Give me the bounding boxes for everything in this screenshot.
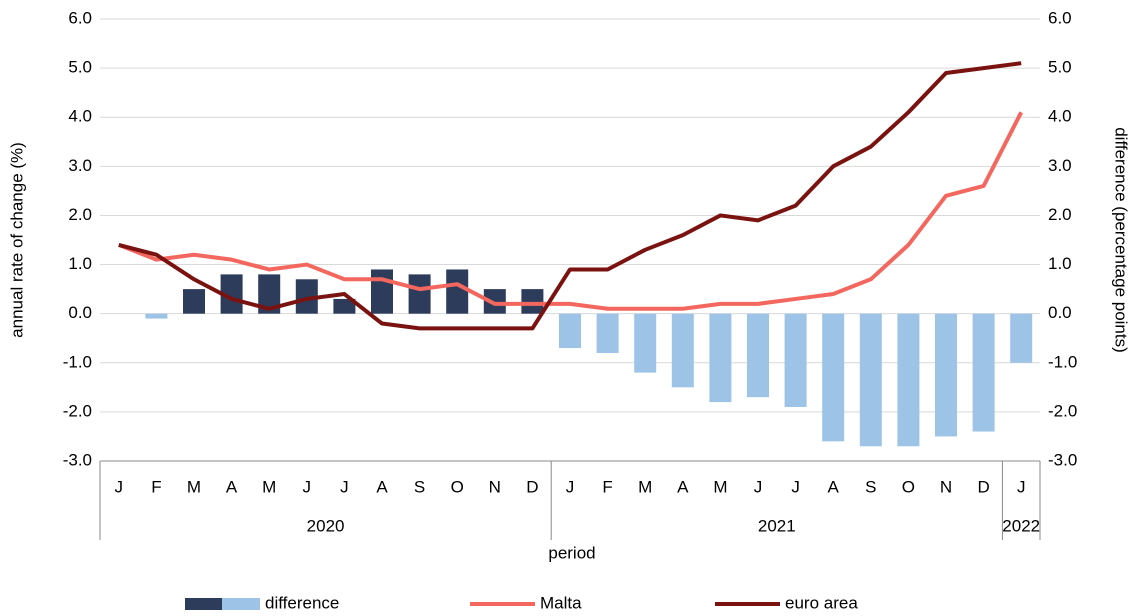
x-tick-label: S: [414, 477, 425, 496]
x-tick-label: J: [340, 477, 349, 496]
x-tick-label: M: [638, 477, 652, 496]
x-tick-label: J: [791, 477, 800, 496]
x-tick-label: J: [754, 477, 763, 496]
bar: [709, 313, 732, 403]
legend-label: euro area: [785, 593, 858, 612]
y-tick-label: 0.0: [68, 303, 92, 322]
x-tick-label: D: [526, 477, 538, 496]
bar: [145, 313, 168, 319]
y2-tick-label: -3.0: [1048, 450, 1077, 469]
x-tick-label: A: [828, 477, 840, 496]
bar: [634, 313, 657, 373]
x-tick-label: O: [902, 477, 915, 496]
bar: [822, 313, 845, 442]
line: [118, 111, 1023, 311]
y2-tick-label: 0.0: [1048, 303, 1072, 322]
x-tick-label: S: [865, 477, 876, 496]
bar: [446, 269, 469, 314]
bar: [747, 313, 769, 398]
group-label: 2020: [307, 516, 345, 535]
legend-label: difference: [265, 593, 339, 612]
bar: [483, 289, 506, 314]
bar: [671, 313, 694, 388]
y-tick-label: -2.0: [63, 401, 92, 420]
y-tick-label: -3.0: [63, 450, 92, 469]
bar: [220, 274, 243, 314]
bar: [1010, 313, 1033, 363]
x-tick-label: O: [451, 477, 464, 496]
x-tick-label: M: [713, 477, 727, 496]
bar: [295, 279, 318, 314]
x-axis-label: period: [548, 543, 595, 562]
bar: [408, 274, 431, 314]
bar: [371, 269, 393, 314]
y2-tick-label: 3.0: [1048, 156, 1072, 175]
x-tick-label: J: [303, 477, 312, 496]
y-tick-label: 3.0: [68, 156, 92, 175]
x-tick-label: A: [376, 477, 388, 496]
y2-axis-label: difference (percentage points): [1112, 127, 1131, 353]
bar: [521, 289, 544, 314]
y-tick-label: 5.0: [68, 58, 92, 77]
group-label: 2021: [758, 516, 796, 535]
x-tick-label: F: [151, 477, 161, 496]
x-tick-label: M: [262, 477, 276, 496]
y-axis-label: annual rate of change (%): [7, 142, 26, 338]
y2-tick-label: 2.0: [1048, 205, 1072, 224]
bar: [183, 289, 205, 314]
y2-tick-label: 4.0: [1048, 107, 1072, 126]
bar: [859, 313, 882, 447]
y2-tick-label: -1.0: [1048, 352, 1077, 371]
x-tick-label: J: [115, 477, 124, 496]
group-label: 2022: [1002, 516, 1040, 535]
bar: [559, 313, 581, 349]
bar: [333, 298, 356, 314]
y-tick-label: 2.0: [68, 205, 92, 224]
y2-tick-label: 6.0: [1048, 8, 1072, 27]
y2-tick-label: -2.0: [1048, 401, 1077, 420]
line: [118, 61, 1022, 331]
bar: [596, 313, 619, 353]
legend-label: Malta: [540, 593, 582, 612]
x-tick-label: F: [602, 477, 612, 496]
y-tick-label: 1.0: [68, 254, 92, 273]
legend-swatch: [185, 598, 222, 610]
x-tick-label: M: [187, 477, 201, 496]
bar: [935, 313, 957, 437]
y2-tick-label: 1.0: [1048, 254, 1072, 273]
bar: [784, 313, 807, 407]
y2-tick-label: 5.0: [1048, 58, 1072, 77]
bar: [258, 274, 281, 314]
bar: [972, 313, 995, 432]
y-tick-label: 6.0: [68, 8, 92, 27]
y-tick-label: 4.0: [68, 107, 92, 126]
x-tick-label: N: [940, 477, 952, 496]
x-tick-label: J: [566, 477, 575, 496]
legend-swatch: [222, 598, 260, 610]
x-tick-label: J: [1017, 477, 1026, 496]
x-tick-label: A: [226, 477, 238, 496]
x-tick-label: A: [677, 477, 689, 496]
bar: [897, 313, 920, 447]
x-tick-label: D: [977, 477, 989, 496]
x-tick-label: N: [489, 477, 501, 496]
y-tick-label: -1.0: [63, 352, 92, 371]
